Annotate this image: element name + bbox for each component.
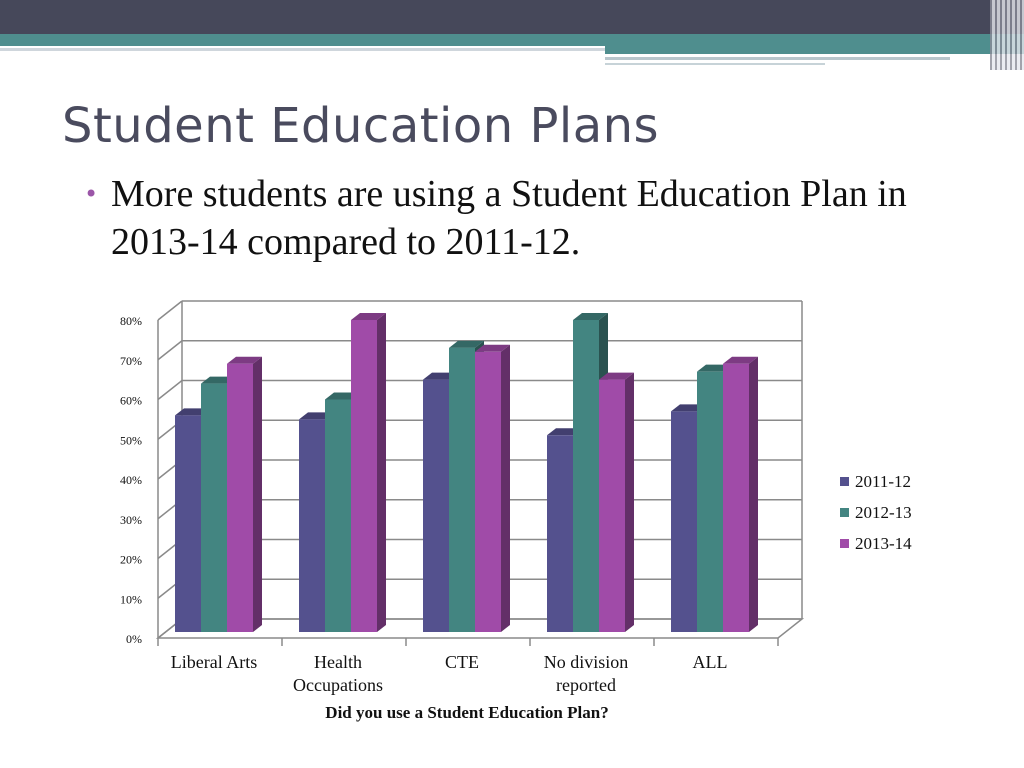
y-tick-label: 80%: [120, 314, 142, 328]
bar-side: [377, 313, 386, 632]
header-band-dark: [0, 0, 1024, 34]
bar: [449, 347, 475, 632]
bar: [227, 363, 253, 632]
bar-side: [253, 356, 262, 632]
bar-side: [501, 344, 510, 632]
header-rule-right: [605, 57, 950, 60]
x-tick-label: Health: [314, 652, 362, 672]
y-tick-label: 70%: [120, 354, 142, 368]
x-tick-label: Liberal Arts: [171, 652, 257, 672]
y-tick-label: 0%: [126, 632, 142, 646]
bar-top: [475, 344, 510, 352]
bar-side: [749, 356, 758, 632]
bar: [351, 320, 377, 632]
bar-top: [723, 356, 758, 364]
bar: [573, 320, 599, 632]
x-tick-label: reported: [556, 675, 616, 695]
header-band-teal-right: [605, 46, 1024, 54]
bar: [697, 371, 723, 632]
bar: [475, 351, 501, 632]
bar: [175, 415, 201, 632]
gridline-side: [157, 379, 183, 401]
legend-label: 2012-13: [855, 503, 912, 522]
x-tick-label: Occupations: [293, 675, 383, 695]
bar-side: [625, 372, 634, 632]
header-band-teal: [0, 34, 1024, 46]
bar-top: [573, 313, 608, 320]
y-tick-label: 60%: [120, 394, 142, 408]
legend-label: 2011-12: [855, 472, 912, 491]
header-rule-left: [0, 48, 605, 51]
y-tick-label: 40%: [120, 473, 142, 487]
bar-top: [449, 340, 484, 348]
legend-swatch: [840, 477, 849, 486]
x-tick-label: No division: [544, 652, 629, 672]
bullet-marker: •: [84, 180, 99, 208]
legend-swatch: [840, 508, 849, 517]
bar-top: [599, 372, 634, 380]
y-tick-label: 10%: [120, 592, 142, 606]
bar: [599, 379, 625, 632]
bar: [325, 399, 351, 632]
x-axis-title: Did you use a Student Education Plan?: [325, 703, 608, 722]
bar: [423, 379, 449, 632]
header-stripes: [990, 0, 1024, 70]
y-tick-label: 20%: [120, 553, 142, 567]
x-tick-label: ALL: [693, 652, 728, 672]
y-tick-label: 50%: [120, 433, 142, 447]
legend-swatch: [840, 539, 849, 548]
x-tick-label: CTE: [445, 652, 479, 672]
legend-label: 2013-14: [855, 534, 912, 553]
bar: [547, 435, 573, 632]
bar: [671, 411, 697, 632]
gridline-side: [157, 340, 183, 361]
bar-top: [351, 313, 386, 320]
y-tick-label: 30%: [120, 513, 142, 527]
bar: [299, 419, 325, 632]
header-rule-right-short: [605, 63, 825, 65]
bullet-text: More students are using a Student Educat…: [111, 173, 907, 263]
bar: [201, 383, 227, 632]
bar-top: [227, 356, 262, 364]
bar: [723, 363, 749, 632]
chart-floor: [155, 618, 805, 639]
slide-title: Student Education Plans: [62, 98, 660, 154]
gridline-side: [157, 300, 183, 321]
